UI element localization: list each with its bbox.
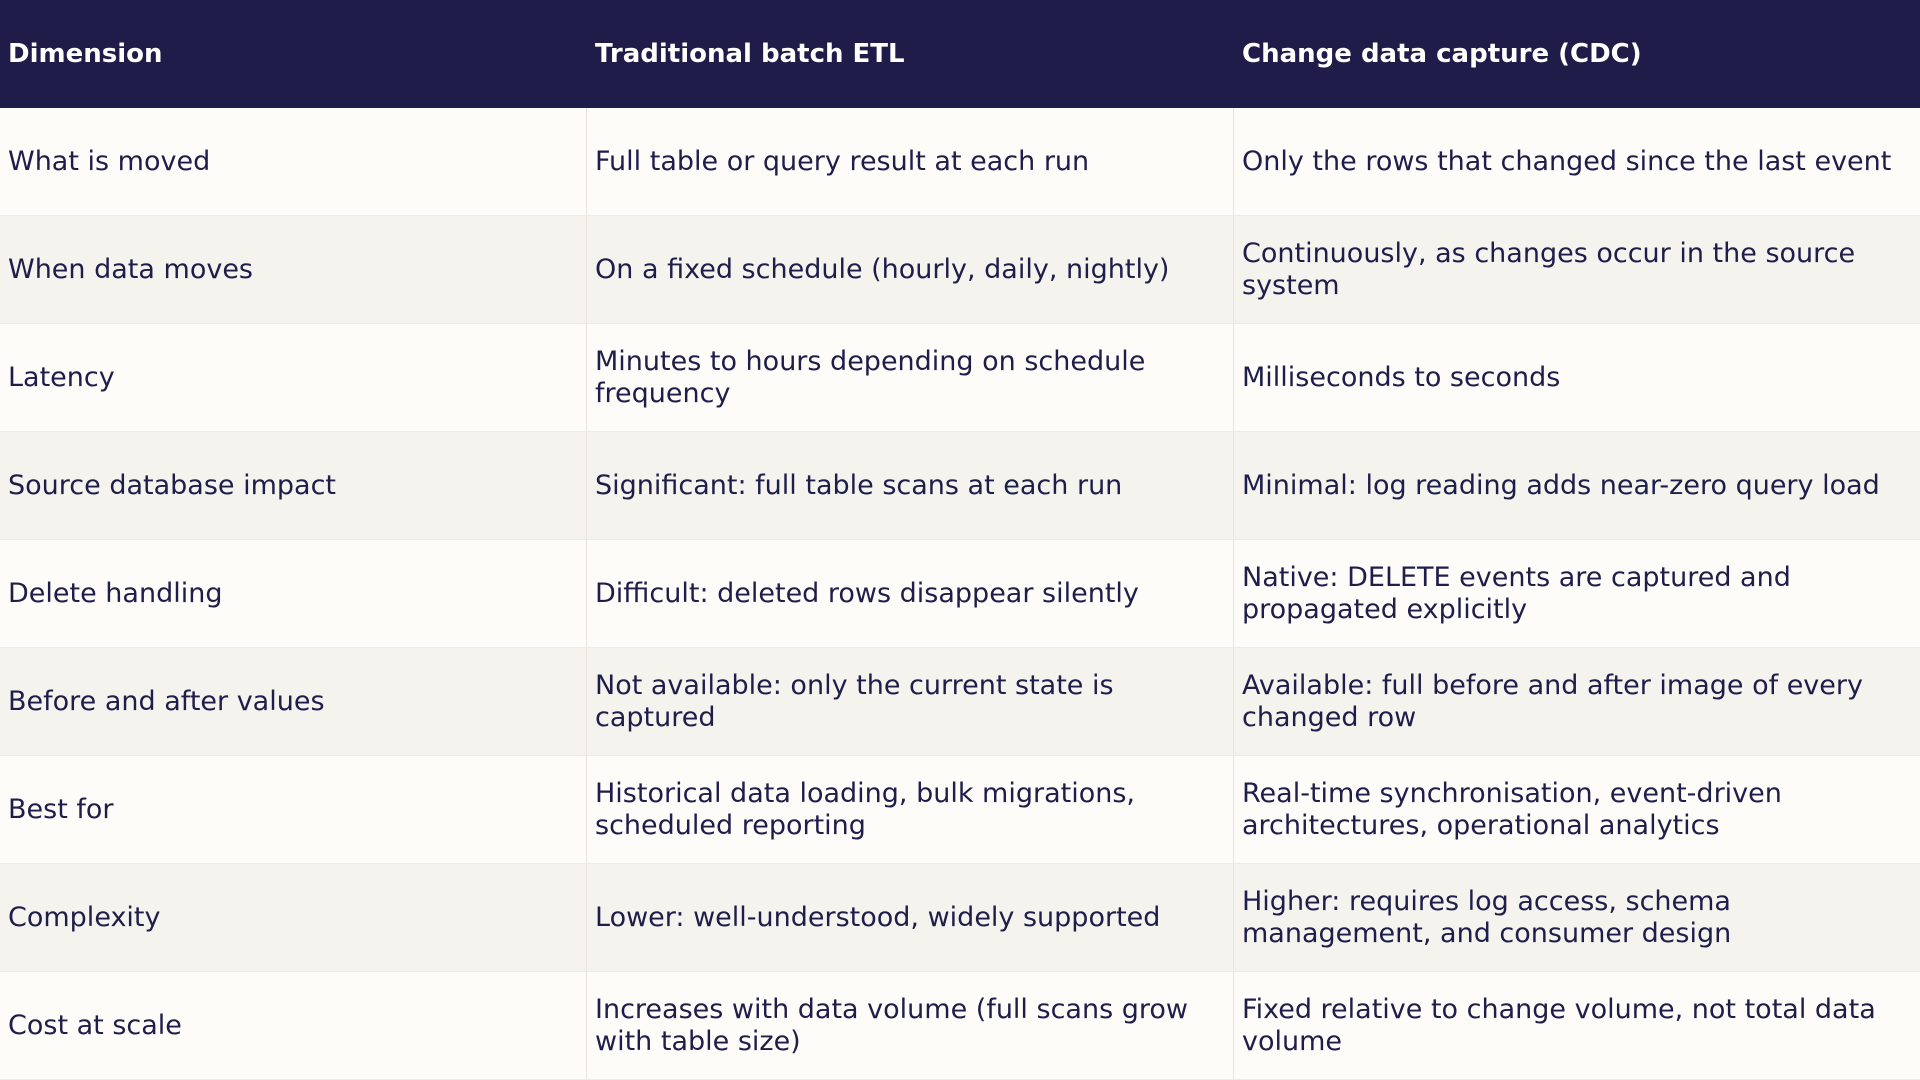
row-dimension-cell: What is moved xyxy=(0,108,587,216)
row-dimension-cell: Complexity xyxy=(0,864,587,972)
row-cdc-cell: Fixed relative to change volume, not tot… xyxy=(1234,972,1920,1080)
row-batch-etl-cell: Full table or query result at each run xyxy=(587,108,1234,216)
row-dimension-cell: Source database impact xyxy=(0,432,587,540)
header-batch-etl: Traditional batch ETL xyxy=(587,0,1234,108)
row-batch-etl-cell: Lower: well-understood, widely supported xyxy=(587,864,1234,972)
row-cdc-cell: Continuously, as changes occur in the so… xyxy=(1234,216,1920,324)
row-batch-etl-cell: Difficult: deleted rows disappear silent… xyxy=(587,540,1234,648)
row-cdc-cell: Only the rows that changed since the las… xyxy=(1234,108,1920,216)
row-batch-etl-cell: On a fixed schedule (hourly, daily, nigh… xyxy=(587,216,1234,324)
row-dimension-cell: Before and after values xyxy=(0,648,587,756)
row-batch-etl-cell: Historical data loading, bulk migrations… xyxy=(587,756,1234,864)
row-cdc-cell: Milliseconds to seconds xyxy=(1234,324,1920,432)
row-cdc-cell: Higher: requires log access, schema mana… xyxy=(1234,864,1920,972)
row-dimension-cell: Best for xyxy=(0,756,587,864)
row-batch-etl-cell: Minutes to hours depending on schedule f… xyxy=(587,324,1234,432)
row-dimension-cell: Latency xyxy=(0,324,587,432)
row-cdc-cell: Minimal: log reading adds near-zero quer… xyxy=(1234,432,1920,540)
row-batch-etl-cell: Increases with data volume (full scans g… xyxy=(587,972,1234,1080)
row-dimension-cell: When data moves xyxy=(0,216,587,324)
row-cdc-cell: Real-time synchronisation, event-driven … xyxy=(1234,756,1920,864)
row-batch-etl-cell: Not available: only the current state is… xyxy=(587,648,1234,756)
row-batch-etl-cell: Significant: full table scans at each ru… xyxy=(587,432,1234,540)
header-cdc: Change data capture (CDC) xyxy=(1234,0,1920,108)
row-cdc-cell: Native: DELETE events are captured and p… xyxy=(1234,540,1920,648)
row-dimension-cell: Cost at scale xyxy=(0,972,587,1080)
header-dimension: Dimension xyxy=(0,0,587,108)
row-cdc-cell: Available: full before and after image o… xyxy=(1234,648,1920,756)
row-dimension-cell: Delete handling xyxy=(0,540,587,648)
